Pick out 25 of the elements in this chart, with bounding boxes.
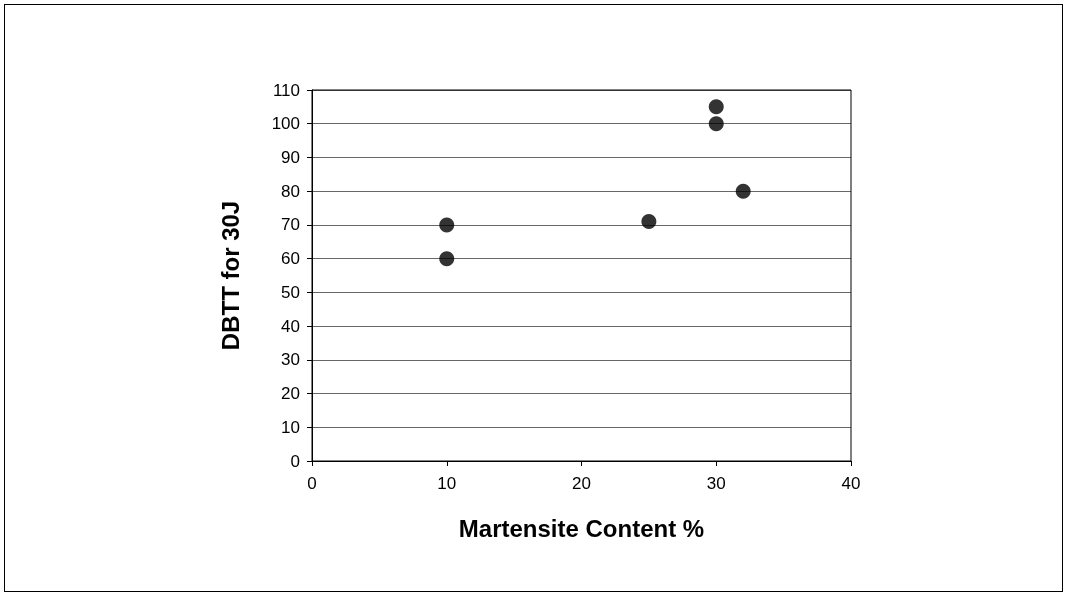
- y-tick-label: 30: [281, 350, 300, 370]
- y-tick-label: 0: [290, 451, 300, 471]
- y-tick-label: 100: [271, 114, 300, 134]
- point: [439, 217, 455, 233]
- y-tick-label: 20: [281, 384, 300, 404]
- y-tick-label: 90: [281, 147, 300, 167]
- x-tick-label: 10: [437, 474, 457, 493]
- y-tick-label: 70: [281, 215, 300, 235]
- y-tick-label: 80: [281, 181, 300, 201]
- x-tick-label: 40: [841, 474, 861, 493]
- x-tick-label: 0: [307, 474, 317, 493]
- x-axis-title: Martensite Content %: [458, 514, 705, 542]
- y-axis-title: DBTT for 30J: [216, 200, 244, 351]
- y-tick-label: 110: [272, 80, 300, 100]
- y-tick-label: 10: [281, 417, 300, 437]
- x-tick-label: 30: [706, 474, 726, 493]
- point: [708, 116, 724, 132]
- x-tick-label: 20: [572, 474, 591, 493]
- y-tick-label: 40: [281, 316, 300, 336]
- point: [735, 183, 751, 199]
- y-tick-label: 60: [281, 249, 300, 269]
- point: [641, 214, 657, 230]
- point: [708, 99, 724, 115]
- point: [439, 251, 455, 267]
- y-tick-label: 50: [281, 282, 300, 302]
